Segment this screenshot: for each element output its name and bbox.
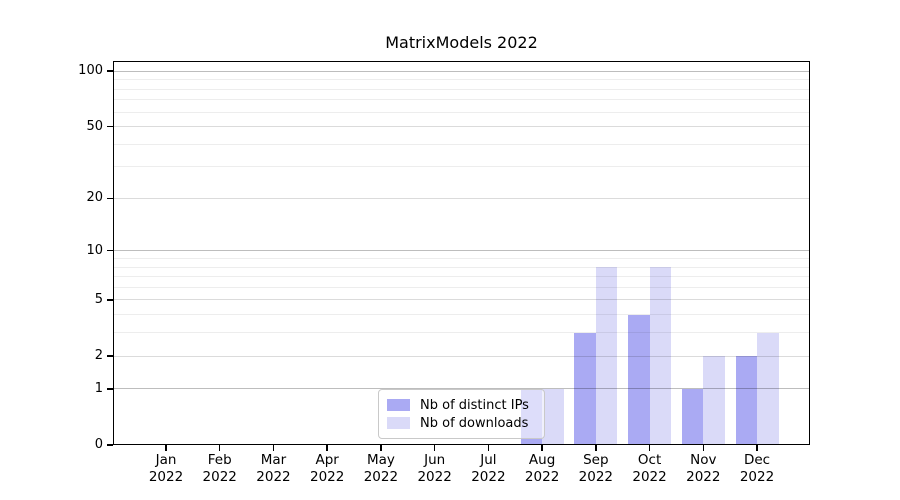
- bar-downloads-9: [649, 267, 672, 445]
- legend-swatch-downloads: [387, 417, 410, 429]
- x-tick-label: Sep 2022: [578, 452, 613, 485]
- gridline-minor: [113, 332, 810, 334]
- bar-downloads-11: [757, 332, 779, 445]
- bar-distinct-ips-9: [628, 314, 650, 445]
- gridline-minor: [113, 166, 810, 168]
- gridline-minor: [113, 276, 810, 278]
- y-tick-label: 0: [94, 437, 103, 452]
- x-tick-label: Jan 2022: [148, 452, 184, 485]
- x-tick-label: Apr 2022: [310, 452, 345, 485]
- gridline-major: [113, 197, 810, 199]
- gridline-major: [113, 299, 810, 301]
- x-tick-label: Aug 2022: [524, 452, 560, 485]
- y-tick-label: 5: [94, 291, 103, 307]
- y-tick-mark: [107, 197, 113, 200]
- gridline-decade: [113, 70, 810, 72]
- y-tick-label: 1: [94, 380, 103, 396]
- x-tick-mark: [702, 445, 704, 451]
- y-tick-label: 2: [94, 348, 103, 363]
- x-tick-mark: [380, 445, 382, 451]
- x-tick-mark: [165, 445, 167, 451]
- y-tick-mark: [107, 70, 113, 72]
- x-tick-label: Feb 2022: [202, 452, 237, 485]
- bar-downloads-8: [595, 267, 618, 445]
- x-tick-mark: [272, 445, 275, 451]
- gridline-minor: [113, 99, 810, 101]
- plot-area: [113, 61, 810, 445]
- x-tick-mark: [219, 445, 221, 451]
- bar-downloads-7: [542, 388, 564, 445]
- gridline-major: [113, 126, 810, 128]
- legend-label-downloads: Nb of downloads: [420, 415, 529, 431]
- x-tick-label: Jul 2022: [471, 452, 506, 485]
- y-tick-mark: [107, 299, 113, 301]
- x-tick-label: May 2022: [363, 452, 399, 485]
- gridline-decade: [113, 250, 810, 252]
- gridline-minor: [113, 111, 810, 113]
- gridline-decade: [113, 388, 810, 390]
- y-tick-mark: [107, 388, 113, 390]
- y-tick-label: 10: [86, 242, 103, 258]
- gridline-minor: [113, 314, 810, 316]
- x-tick-label: Jun 2022: [417, 452, 452, 485]
- x-tick-label: Nov 2022: [686, 452, 721, 485]
- gridline-minor: [113, 88, 810, 90]
- bar-distinct-ips-11: [735, 356, 758, 445]
- x-tick-label: Mar 2022: [256, 452, 291, 485]
- x-tick-mark: [756, 445, 758, 451]
- x-tick-label: Oct 2022: [632, 452, 667, 485]
- gridlines-layer: [113, 61, 810, 445]
- legend-label-distinct-ips: Nb of distinct IPs: [420, 397, 529, 413]
- bar-distinct-ips-10: [681, 388, 704, 445]
- gridline-minor: [113, 257, 810, 259]
- legend-swatch-distinct-ips: [387, 399, 410, 411]
- y-tick-mark: [107, 355, 113, 357]
- y-tick-mark: [107, 444, 113, 446]
- bars-layer: [113, 61, 810, 445]
- y-tick-label: 50: [86, 118, 103, 134]
- gridline-minor: [113, 143, 810, 145]
- y-tick-mark: [107, 125, 113, 128]
- x-tick-mark: [648, 445, 651, 451]
- x-tick-mark: [326, 445, 328, 451]
- x-tick-mark: [487, 445, 490, 451]
- bar-distinct-ips-8: [574, 332, 596, 445]
- legend-row-distinct-ips: Nb of distinct IPs: [387, 398, 536, 413]
- legend-row-downloads: Nb of downloads: [387, 416, 536, 431]
- x-tick-mark: [433, 445, 436, 451]
- y-tick-mark: [107, 250, 113, 252]
- chart-title: MatrixModels 2022: [385, 33, 538, 52]
- legend: Nb of distinct IPs Nb of downloads: [378, 389, 545, 439]
- x-tick-mark: [541, 445, 543, 451]
- y-tick-label: 100: [78, 63, 103, 79]
- x-tick-label: Dec 2022: [739, 452, 775, 485]
- gridline-minor: [113, 266, 810, 268]
- gridline-minor: [113, 286, 810, 288]
- x-tick-mark: [595, 445, 597, 451]
- gridline-major: [113, 355, 810, 357]
- y-tick-label: 20: [86, 190, 103, 206]
- bar-downloads-10: [703, 356, 725, 445]
- gridline-minor: [113, 79, 810, 81]
